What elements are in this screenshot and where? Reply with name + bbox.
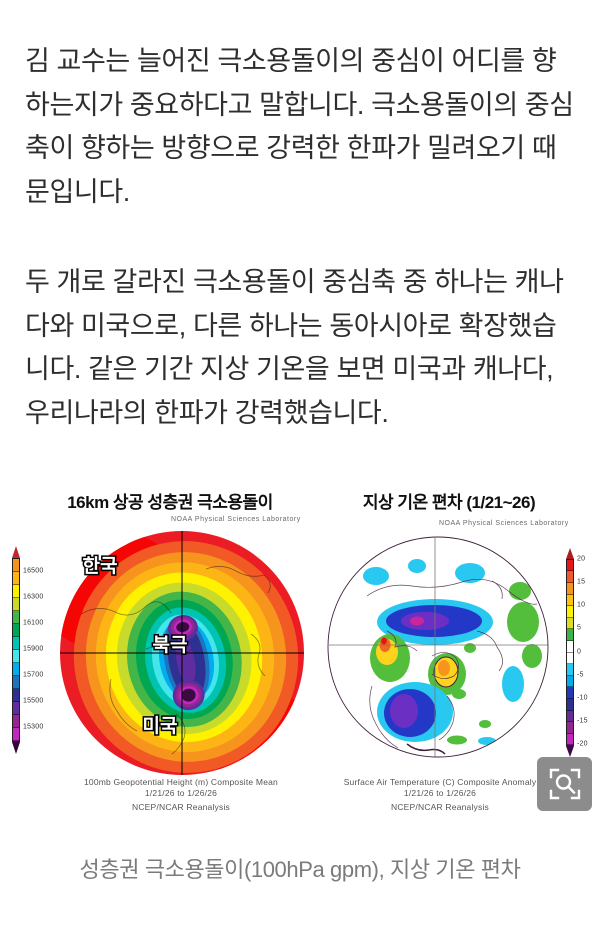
colorbar-tick-label: 16300 <box>23 593 44 601</box>
colorbar-tick-label: 15300 <box>23 723 44 731</box>
colorbar-segment <box>567 699 573 711</box>
colorbar-segment <box>13 701 19 715</box>
colorbar-tick-label: -20 <box>577 740 588 748</box>
colorbar-segment <box>13 675 19 689</box>
colorbar-segment <box>567 710 573 723</box>
left-map-title: 16km 상공 성층권 극소용돌이 <box>67 492 273 512</box>
colorbar-tick-label: -15 <box>577 717 588 725</box>
label-korea: 한국 <box>83 555 118 577</box>
left-map-caption-line3: NCEP/NCAR Reanalysis <box>132 801 230 812</box>
right-map-caption-line1: Surface Air Temperature (C) Composite An… <box>343 776 537 787</box>
magnifier-icon <box>549 768 580 800</box>
colorbar-segment <box>13 610 19 624</box>
colorbar-segment <box>13 688 19 702</box>
colorbar-segment <box>567 606 573 618</box>
right-map-caption-line3: NCEP/NCAR Reanalysis <box>391 801 489 812</box>
colorbar-segment <box>567 722 573 734</box>
colorbar-tick-label: -5 <box>577 671 584 679</box>
colorbar-segment <box>567 687 573 699</box>
image-caption: 성층권 극소용돌이(100hPa gpm), 지상 기온 편차 <box>79 856 521 882</box>
left-map-source-label: NOAA Physical Sciences Laboratory <box>168 514 304 524</box>
colorbar-tick-label: 15500 <box>23 697 44 705</box>
colorbar-segment <box>13 571 19 585</box>
temperature-colorbar: 20 15 10 5 0 -5 -10 -15 -20 <box>566 547 588 758</box>
figure-polar-vortex-maps[interactable]: 16km 상공 성층권 극소용돌이 NOAA Physical Sciences… <box>0 479 600 830</box>
colorbar-tick-label: 0 <box>577 648 582 656</box>
colorbar-segment <box>13 649 19 663</box>
colorbar-segment <box>13 558 19 572</box>
colorbar-tick-label: 20 <box>577 555 586 563</box>
image-zoom-button[interactable] <box>537 756 592 811</box>
colorbar-segment <box>13 597 19 611</box>
article-page: { "article": { "paragraphs": [ "김 교수는 늘어… <box>0 40 600 937</box>
colorbar-segment <box>567 629 573 642</box>
right-map-caption: Surface Air Temperature (C) Composite An… <box>330 777 550 813</box>
colorbar-segment <box>13 584 19 598</box>
colorbar-segment <box>567 571 573 584</box>
right-map-source-label: NOAA Physical Sciences Laboratory <box>436 518 572 528</box>
colorbar-tick-label: 10 <box>577 601 586 609</box>
label-north-pole: 북극 <box>153 634 188 656</box>
colorbar-segment <box>13 727 19 741</box>
colorbar-tick-label: 15700 <box>23 671 44 679</box>
left-map-caption: 100mb Geopotential Height (m) Composite … <box>20 777 342 813</box>
colorbar-segment <box>567 675 573 688</box>
colorbar-tick-label: 15900 <box>23 645 44 653</box>
colorbar-segment <box>13 714 19 728</box>
colorbar-segment <box>567 559 573 572</box>
colorbar-segment <box>13 623 19 637</box>
left-map-caption-line2: 1/21/26 to 1/26/26 <box>144 787 218 798</box>
height-colorbar: 16500 16300 16100 15900 15700 15500 15300 <box>12 545 43 754</box>
colorbar-segment <box>567 652 573 665</box>
colorbar-segment <box>13 662 19 676</box>
surface-temperature-anomaly-map <box>327 536 549 758</box>
colorbar-tick-label: 5 <box>577 624 582 632</box>
article-body: 김 교수는 늘어진 극소용돌이의 중심이 어디를 향하는지가 중요하다고 말합니… <box>0 40 600 436</box>
colorbar-segment <box>567 594 573 607</box>
stratosphere-vortex-map: 한국 북극 미국 <box>60 530 304 775</box>
colorbar-tick-label: 16100 <box>23 619 44 627</box>
colorbar-tick-label: -10 <box>577 694 588 702</box>
left-map-caption-line1: 100mb Geopotential Height (m) Composite … <box>83 776 278 787</box>
right-map-title: 지상 기온 편차 (1/21~26) <box>362 492 536 512</box>
colorbar-segment <box>567 641 573 653</box>
colorbar-segment <box>567 664 573 676</box>
label-usa: 미국 <box>143 715 178 737</box>
paragraph-1: 김 교수는 늘어진 극소용돌이의 중심이 어디를 향하는지가 중요하다고 말합니… <box>25 46 574 208</box>
colorbar-segment <box>567 733 573 746</box>
colorbar-segment <box>13 636 19 650</box>
colorbar-tick-label: 16500 <box>23 567 44 575</box>
colorbar-segment <box>567 617 573 630</box>
colorbar-segment <box>567 583 573 595</box>
paragraph-2: 두 개로 갈라진 극소용돌이 중심축 중 하나는 캐나다와 미국으로, 다른 하… <box>25 266 564 429</box>
right-map-caption-line2: 1/21/26 to 1/26/26 <box>403 787 477 798</box>
colorbar-tick-label: 15 <box>577 578 586 586</box>
